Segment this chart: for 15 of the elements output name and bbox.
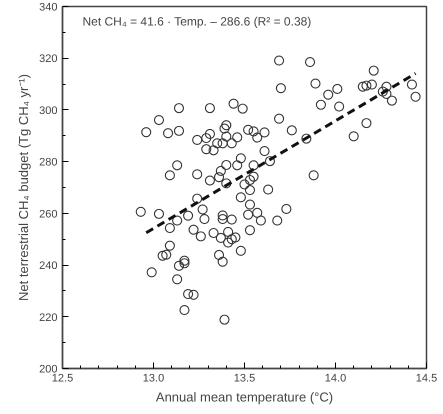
annotation: Net CH₄ = 41.6 · Temp. – 286.6 (R² = 0.38) [82,14,312,28]
y-tick-label: 280 [39,156,58,169]
x-tick-label: 13.5 [234,372,256,384]
x-axis-title: Annual mean temperature (°C) [156,390,334,404]
y-tick-label: 300 [39,104,58,117]
y-tick-label: 340 [39,2,58,14]
x-tick-label: 14.5 [416,372,438,384]
y-axis-title: Net terrestrial CH₄ budget (Tg CH₄ yr⁻¹) [16,74,32,301]
y-tick-label: 240 [39,260,58,272]
x-tick-label: 14.0 [324,372,346,384]
y-tick-label: 220 [39,312,58,324]
y-tick-label: 260 [39,208,58,220]
y-tick-label: 320 [39,53,58,66]
x-tick-label: 13.0 [142,372,164,384]
x-tick-label: 12.5 [52,372,74,384]
